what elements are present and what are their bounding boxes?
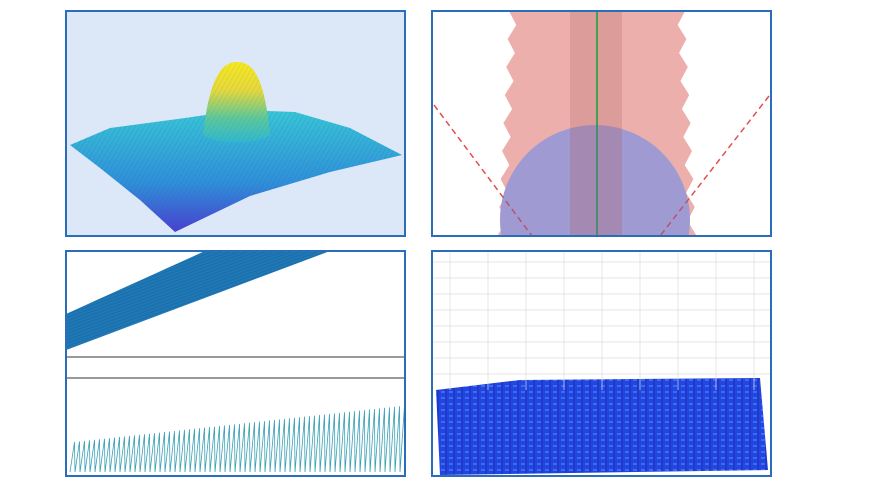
- signal-panel: [66, 251, 405, 476]
- mesh-lines: [70, 110, 402, 232]
- surface-panel: [66, 11, 405, 236]
- band-hatch: [66, 251, 330, 350]
- bars-panel: [432, 251, 771, 476]
- dashed-line: [433, 104, 533, 236]
- panel-border: [431, 10, 772, 237]
- sawtooth-signal: [69, 405, 405, 473]
- circle-overlay: [500, 125, 690, 236]
- panel-border: [65, 10, 406, 237]
- shape-panel: [432, 11, 771, 236]
- panel-border: [65, 250, 406, 477]
- panel-border: [431, 250, 772, 477]
- peak-mesh: [203, 62, 270, 143]
